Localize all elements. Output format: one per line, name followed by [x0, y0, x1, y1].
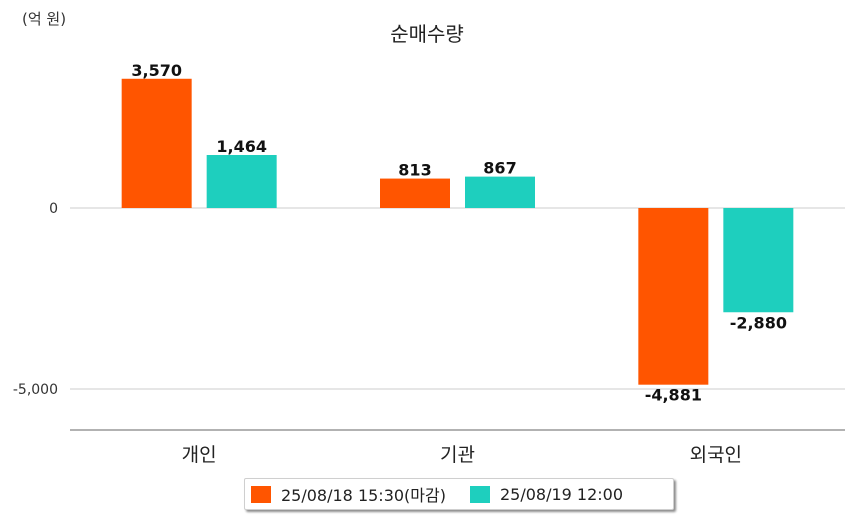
value-label-개인-series-1: 3,570 — [131, 61, 182, 80]
y-tick-label-1: -5,000 — [13, 382, 58, 398]
value-label-외국인-series-1: -4,881 — [645, 386, 702, 405]
value-label-기관-series-1: 813 — [398, 161, 431, 180]
legend-swatch-series-1 — [251, 485, 271, 503]
chart-title: 순매수량 — [390, 22, 464, 46]
value-label-개인-series-2: 1,464 — [216, 137, 267, 156]
unit-label: (억 원) — [22, 10, 67, 28]
bar-개인-series-1 — [121, 78, 192, 209]
legend-label-series-1: 25/08/18 15:30(마감) — [281, 486, 446, 505]
x-tick-label-0: 개인 — [182, 444, 217, 466]
x-tick-label-1: 기관 — [440, 444, 475, 466]
x-tick-label-2: 외국인 — [690, 444, 742, 466]
bar-외국인-series-2 — [723, 208, 794, 313]
bar-개인-series-2 — [206, 155, 277, 208]
legend-item-series-1[interactable]: 25/08/18 15:30(마감) — [251, 482, 446, 506]
legend-item-series-2[interactable]: 25/08/19 12:00 — [469, 484, 624, 504]
value-label-외국인-series-2: -2,880 — [730, 313, 787, 332]
bar-외국인-series-1 — [638, 208, 709, 385]
legend-label-series-2: 25/08/19 12:00 — [499, 484, 624, 504]
bar-기관-series-1 — [380, 178, 450, 208]
bar-chart: 0 -5,000 3,570 1,464 개인 813 867 기관 -4,881 -2,880 외… — [13, 61, 845, 466]
chart-legend: 25/08/18 15:30(마감) 25/08/19 12:00 — [244, 478, 674, 510]
y-tick-label-0: 0 — [49, 201, 58, 217]
bar-기관-series-2 — [465, 176, 535, 208]
value-label-기관-series-2: 867 — [483, 159, 516, 178]
legend-swatch-series-2 — [469, 485, 490, 503]
